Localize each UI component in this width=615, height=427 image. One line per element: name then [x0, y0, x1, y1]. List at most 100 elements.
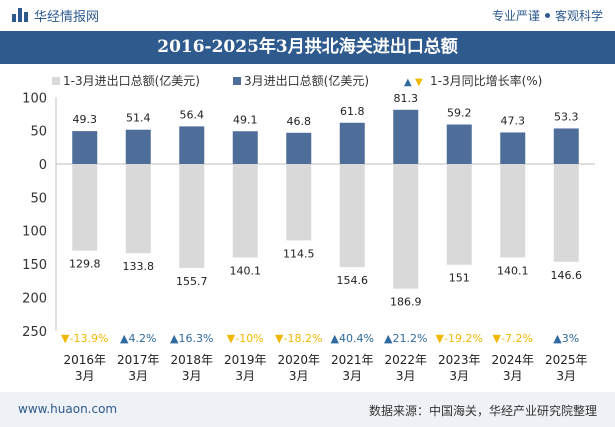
bar-ytd-label: 129.8 [69, 258, 101, 271]
y-tick-label: 0 [39, 158, 47, 173]
top-bar: 华经情报网 专业严谨 客观科学 [0, 0, 615, 30]
x-tick-line-month: 3月 [503, 369, 523, 383]
bar-ytd [393, 164, 419, 289]
x-tick-line-month: 3月 [128, 369, 148, 383]
y-tick-label: 50 [30, 125, 47, 140]
growth-up-icon: ▲ [120, 332, 129, 345]
bar-ytd-label: 140.1 [230, 264, 262, 277]
growth-up-icon: ▲ [553, 332, 562, 345]
tagline-left: 专业严谨 [491, 9, 540, 23]
bar-month-label: 49.1 [233, 113, 258, 126]
bar-ytd [339, 164, 365, 268]
chart: 1-3月进出口总额(亿美元) 3月进出口总额(亿美元) ▲ ▼ 1-3月同比增长率(%)… [22, 73, 595, 383]
x-tick-line-month: 3月 [342, 369, 362, 383]
title-bar: 2016-2025年3月拱北海关进出口总额 [0, 31, 615, 64]
tagline-right: 客观科学 [554, 9, 603, 23]
x-tick-line-month: 3月 [289, 369, 309, 383]
footer-url: www.huaon.com [18, 402, 118, 416]
x-tick-label: 2025年 3月 [545, 353, 588, 383]
x-tick-label: 2019年 3月 [224, 353, 267, 383]
x-tick-label: 2018年 3月 [170, 353, 213, 383]
legend-down-icon: ▼ [415, 77, 423, 88]
bar-month [446, 124, 472, 164]
bar-month [553, 128, 579, 164]
y-tick-label: 50 [30, 191, 47, 206]
bar-ytd-label: 154.6 [337, 274, 369, 287]
bar-month-label: 46.8 [287, 115, 312, 128]
x-tick-line-year: 2016年 [63, 353, 106, 367]
bar-ytd-label: 155.7 [176, 275, 208, 288]
bar-month-label: 81.3 [394, 92, 419, 105]
growth-down-icon: ▼ [275, 332, 284, 345]
bar-ytd-label: 186.9 [390, 296, 422, 309]
x-tick-line-year: 2025年 [545, 353, 588, 367]
bar-month-label: 56.4 [180, 108, 205, 121]
bar-ytd [446, 164, 472, 265]
bar-ytd [179, 164, 205, 268]
x-tick-label: 2022年 3月 [384, 353, 427, 383]
y-tick-label: 100 [22, 225, 47, 240]
x-tick-line-year: 2019年 [224, 353, 267, 367]
bar-month [72, 131, 98, 164]
growth-label-down: ▼-7.2% [493, 332, 533, 345]
legend-label-growth: 1-3月同比增长率(%) [430, 73, 542, 88]
x-tick-line-year: 2018年 [170, 353, 213, 367]
growth-label-down: ▼-13.9% [61, 332, 108, 345]
bar-ytd [500, 164, 526, 258]
brand-logo-icon [12, 8, 28, 22]
brand-name: 华经情报网 [34, 9, 100, 25]
bar-month-label: 59.2 [447, 107, 472, 120]
growth-value: 40.4% [339, 332, 374, 345]
x-tick-label: 2016年 3月 [63, 353, 106, 383]
growth-value: 4.2% [129, 332, 157, 345]
bar-month [179, 126, 205, 164]
legend-up-icon: ▲ [404, 77, 412, 88]
x-tick-line-year: 2022年 [384, 353, 427, 367]
footer: www.huaon.com 数据来源：中国海关，华经产业研究院整理 [0, 392, 615, 427]
growth-value: 3% [562, 332, 579, 345]
bar-ytd [232, 164, 258, 258]
growth-label-up: ▲3% [553, 332, 579, 345]
x-tick-line-year: 2023年 [438, 353, 481, 367]
growth-label-up: ▲4.2% [120, 332, 156, 345]
growth-label-down: ▼-10% [227, 332, 264, 345]
growth-label-up: ▲40.4% [331, 332, 374, 345]
tagline-dot-icon [544, 13, 550, 18]
legend: 1-3月进出口总额(亿美元) 3月进出口总额(亿美元) ▲ ▼ 1-3月同比增长率(%) [52, 73, 542, 88]
growth-label-up: ▲16.3% [170, 332, 213, 345]
growth-down-icon: ▼ [436, 332, 445, 345]
growth-value: -10% [235, 332, 263, 345]
chart-title: 2016-2025年3月拱北海关进出口总额 [157, 37, 458, 57]
x-tick-line-year: 2021年 [331, 353, 374, 367]
growth-value: 21.2% [393, 332, 428, 345]
bar-ytd-label: 114.5 [283, 247, 315, 260]
bar-month [393, 109, 419, 164]
bar-ytd-label: 140.1 [497, 264, 529, 277]
bar-month-label: 61.8 [340, 105, 365, 118]
bar-month [500, 132, 526, 164]
legend-label-ytd: 1-3月进出口总额(亿美元) [63, 73, 200, 88]
x-tick-line-year: 2024年 [491, 353, 534, 367]
growth-down-icon: ▼ [61, 332, 70, 345]
x-tick-label: 2017年 3月 [117, 353, 160, 383]
bars: 49.3 129.8 51.4 133.8 56.4 155.7 49.1 140.1 46.8… [69, 92, 582, 309]
growth-row: ▼-13.9% ▲4.2% ▲16.3% ▼-10% ▼-18.2% ▲40.4% ▲21.… [61, 332, 579, 345]
x-tick-line-month: 3月 [396, 369, 416, 383]
bar-month [286, 132, 312, 164]
x-tick-label: 2020年 3月 [277, 353, 320, 383]
growth-label-down: ▼-19.2% [436, 332, 483, 345]
brand: 华经情报网 [12, 6, 100, 25]
x-tick-label: 2023年 3月 [438, 353, 481, 383]
bar-ytd [553, 164, 579, 262]
x-tick-line-month: 3月 [235, 369, 255, 383]
bar-ytd [125, 164, 151, 254]
x-tick-line-year: 2020年 [277, 353, 320, 367]
footer-source: 数据来源：中国海关，华经产业研究院整理 [368, 404, 597, 418]
growth-label-down: ▼-18.2% [275, 332, 322, 345]
x-tick-label: 2021年 3月 [331, 353, 374, 383]
growth-down-icon: ▼ [227, 332, 236, 345]
x-tick-line-year: 2017年 [117, 353, 160, 367]
tagline: 专业严谨 客观科学 [492, 7, 603, 24]
bar-month [125, 129, 151, 164]
